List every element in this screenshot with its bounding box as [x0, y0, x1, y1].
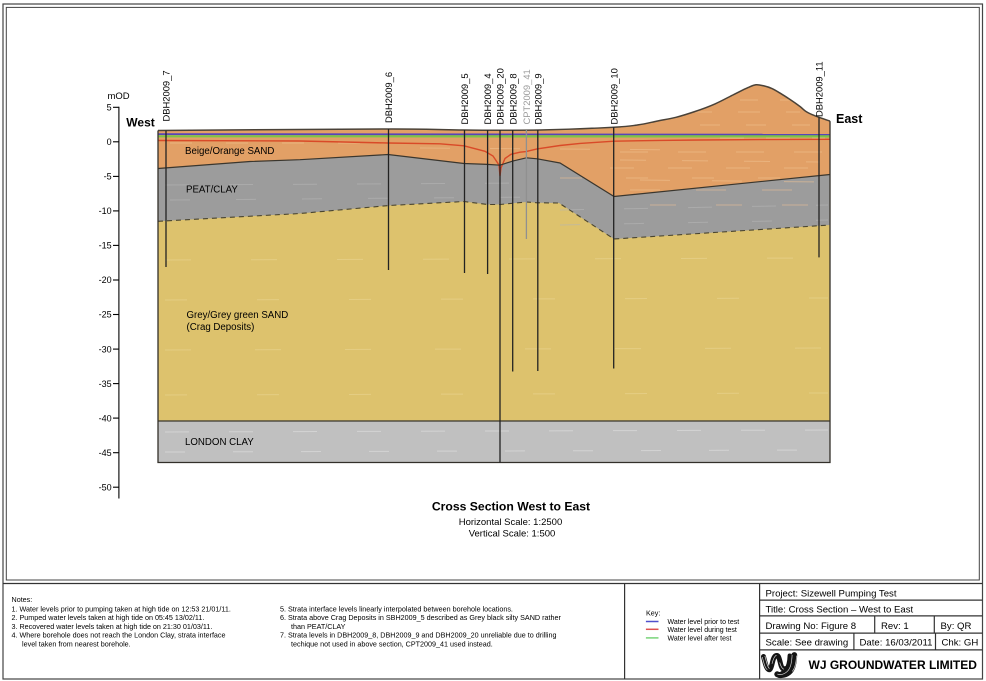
- svg-text:-20: -20: [99, 275, 112, 285]
- svg-text:-25: -25: [99, 310, 112, 320]
- svg-text:Key:: Key:: [646, 609, 660, 618]
- svg-text:0: 0: [107, 137, 112, 147]
- svg-text:Project: Sizewell Pumping Test: Project: Sizewell Pumping Test: [766, 589, 897, 600]
- svg-text:Water level prior to test: Water level prior to test: [668, 619, 740, 626]
- svg-text:East: East: [836, 112, 863, 126]
- svg-text:-5: -5: [104, 172, 112, 182]
- svg-text:WJ GROUNDWATER LIMITED: WJ GROUNDWATER LIMITED: [809, 658, 978, 672]
- svg-text:Cross Section West to East: Cross Section West to East: [432, 500, 590, 514]
- svg-text:Grey/Grey green SAND: Grey/Grey green SAND: [187, 310, 289, 321]
- svg-text:Notes:: Notes:: [12, 595, 33, 604]
- svg-text:DBH2009_9: DBH2009_9: [532, 73, 543, 124]
- svg-text:level taken from nearest boreh: level taken from nearest borehole.: [22, 639, 131, 648]
- svg-text:1. Water levels prior to pumpi: 1. Water levels prior to pumping taken a…: [12, 605, 231, 614]
- svg-text:Water level after test: Water level after test: [668, 635, 732, 642]
- svg-text:techique not used in above sec: techique not used in above section, CPT2…: [291, 639, 493, 648]
- svg-text:-50: -50: [99, 482, 112, 492]
- svg-text:DBH2009_20: DBH2009_20: [495, 68, 506, 124]
- svg-text:By: QR: By: QR: [941, 621, 972, 632]
- svg-text:3. Recovered water levels take: 3. Recovered water levels taken at high …: [12, 622, 213, 631]
- svg-text:DBH2009_7: DBH2009_7: [161, 70, 172, 121]
- svg-text:-40: -40: [99, 413, 112, 423]
- svg-text:2. Pumped water levels taken a: 2. Pumped water levels taken at high tid…: [12, 613, 205, 622]
- svg-text:-30: -30: [99, 344, 112, 354]
- svg-text:5: 5: [107, 103, 112, 113]
- svg-text:-35: -35: [99, 379, 112, 389]
- svg-text:6. Strata above Crag Deposits: 6. Strata above Crag Deposits in SBH2009…: [280, 613, 561, 622]
- svg-text:LONDON CLAY: LONDON CLAY: [185, 437, 254, 448]
- svg-text:(Crag Deposits): (Crag Deposits): [187, 322, 255, 333]
- svg-text:4. Where borehole does not rea: 4. Where borehole does not reach the Lon…: [12, 631, 226, 640]
- svg-text:7. Strata levels in DBH2009_8,: 7. Strata levels in DBH2009_8, DBH2009_9…: [280, 631, 557, 640]
- svg-text:-10: -10: [99, 206, 112, 216]
- svg-text:Rev: 1: Rev: 1: [881, 621, 909, 632]
- svg-text:Drawing No: Figure 8: Drawing No: Figure 8: [766, 621, 857, 632]
- svg-text:DBH2009_8: DBH2009_8: [507, 73, 518, 124]
- svg-text:-45: -45: [99, 448, 112, 458]
- svg-text:CPT2009_41: CPT2009_41: [521, 69, 532, 124]
- svg-text:West: West: [126, 116, 154, 130]
- svg-text:PEAT/CLAY: PEAT/CLAY: [186, 185, 238, 196]
- svg-text:5. Strata interface levels lin: 5. Strata interface levels linearly inte…: [280, 605, 513, 614]
- svg-text:Title: Cross Section – West to: Title: Cross Section – West to East: [766, 604, 914, 615]
- svg-text:mOD: mOD: [108, 91, 130, 102]
- svg-text:DBH2009_10: DBH2009_10: [608, 68, 619, 124]
- svg-text:than PEAT/CLAY: than PEAT/CLAY: [291, 622, 346, 631]
- svg-text:-15: -15: [99, 241, 112, 251]
- svg-text:Vertical Scale: 1:500: Vertical Scale: 1:500: [469, 529, 556, 540]
- svg-text:Scale: See drawing: Scale: See drawing: [766, 638, 849, 649]
- svg-text:DBH2009_6: DBH2009_6: [383, 72, 394, 123]
- svg-text:DBH2009_5: DBH2009_5: [459, 73, 470, 124]
- svg-text:DBH2009_11: DBH2009_11: [814, 61, 825, 117]
- svg-text:Date: 16/03/2011: Date: 16/03/2011: [860, 638, 933, 649]
- svg-text:Horizontal Scale: 1:2500: Horizontal Scale: 1:2500: [459, 517, 563, 528]
- svg-text:Chk: GH: Chk: GH: [942, 638, 979, 649]
- svg-text:DBH2009_4: DBH2009_4: [482, 73, 493, 124]
- svg-text:Water level during test: Water level during test: [668, 627, 737, 634]
- svg-text:Beige/Orange SAND: Beige/Orange SAND: [185, 146, 274, 157]
